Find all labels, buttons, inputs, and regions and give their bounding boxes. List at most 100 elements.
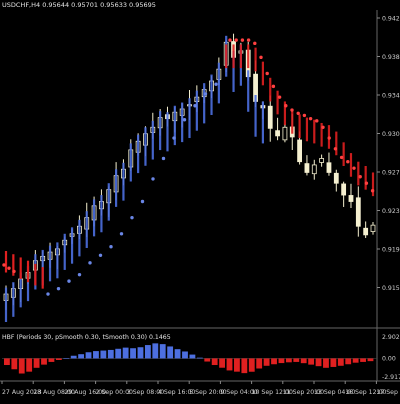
trail-dot-bear [339,155,344,160]
histogram-bar-positive [152,343,159,359]
trail-dot-bear [12,269,16,274]
candle-body [275,130,280,137]
histogram-bar-negative [26,358,33,372]
trail-dot-bear [358,175,362,179]
histogram-bar-negative [41,358,47,365]
histogram-bar-negative [234,358,240,372]
histogram-bar-negative [367,358,374,362]
indicator-info-label: HBF (Periods 30, pSmooth 0.30, tSmooth 0… [2,334,171,341]
trail-dot-bear [321,125,325,129]
histogram-bar-positive [189,354,196,359]
price-axis-label: 0.93450 [382,93,400,100]
histogram-bar-negative [315,358,322,367]
histogram-bar-positive [130,348,136,359]
candle-body [319,158,325,163]
trail-dot-bear [370,189,375,193]
time-axis-label: 16 Sep 12:00 [345,389,386,396]
price-axis-label: 0.92330 [382,208,400,215]
candle-body [363,227,369,236]
trail-dot-bear [228,38,232,42]
candle-body [355,197,361,227]
histogram-bar-negative [241,358,248,374]
trail-dot-bull [140,199,145,204]
price-axis-label: 0.93820 [382,54,400,61]
trail-dot-bear [265,71,269,76]
candle-body [341,183,347,196]
trail-dot-bull [119,232,124,236]
histogram-bar-negative [271,358,277,365]
trail-dot-bear [346,159,350,164]
histogram-bar-positive [115,348,122,359]
histogram-bar-negative [48,358,55,362]
trail-dot-bear [284,104,288,108]
time-axis-label: 28 Aug 08:00 [33,389,75,396]
histogram-bar-negative [300,358,307,364]
indicator-axis-label: -2.9176 [382,374,400,381]
trail-dot-bear [352,166,356,170]
histogram-bar-negative [263,358,270,366]
trail-dot-bear [315,119,319,123]
histogram-bar-negative [285,358,292,363]
trail-dot-bull [151,177,155,181]
histogram-bar-negative [345,358,352,365]
histogram-bar-negative [55,358,62,360]
trail-dot-bull [98,253,103,257]
trail-dot-bull [130,215,134,220]
time-axis-label: 29 Aug 16:00 [64,389,106,396]
candle-body [370,224,376,232]
trail-dot-bull [77,272,82,277]
trail-dot-bear [7,266,11,270]
histogram-bar-negative [204,358,211,362]
candle-body [348,195,354,202]
histogram-bar-positive [107,349,114,359]
histogram-bar-negative [293,358,300,362]
histogram-bar-positive [93,351,99,359]
trail-dot-bull [46,292,50,296]
histogram-bar-positive [144,345,151,359]
price-axis-label: 0.91960 [382,247,400,254]
indicator-axis-label: 2.9023 [382,334,400,341]
histogram-bar-negative [4,358,10,366]
candle-body [297,139,303,163]
histogram-bar-negative [211,358,218,366]
histogram-bar-positive [85,352,92,359]
time-axis-label: 4 Sep 16:00 [158,389,195,396]
time-axis-label: 17 Sep 20:00 [376,389,400,396]
time-axis-label: 11 Sep 20:00 [283,389,324,396]
histogram-bar-positive [159,344,166,359]
symbol-info-label: USDCHF,H4 0.95644 0.95701 0.95633 0.9569… [2,1,156,9]
time-axis-label: 2 Sep 00:00 [96,389,133,396]
trail-dot-bear [234,38,238,42]
histogram-bar-negative [33,358,40,368]
histogram-bar-positive [78,354,85,359]
histogram-bar-positive [137,347,144,359]
trail-dot-bull [193,104,197,108]
histogram-bar-positive [196,357,203,359]
histogram-bar-negative [323,358,329,368]
trail-dot-bull [67,279,71,283]
trail-dot-bear [327,136,331,140]
candle-body [326,162,332,173]
histogram-bar-positive [63,358,70,359]
candle-body [304,163,310,173]
trail-dot-bear [253,41,257,46]
candle-body [311,164,317,175]
time-axis-label: 10 Sep 12:00 [252,389,293,396]
histogram-bar-negative [308,358,315,365]
trail-dot-bear [364,181,369,185]
histogram-bar-negative [256,358,263,369]
price-axis-label: 0.93080 [382,131,400,138]
histogram-bar-positive [70,355,77,359]
time-axis-label: 5 Sep 20:00 [189,389,226,396]
price-axis-label: 0.91580 [382,285,400,292]
histogram-bar-negative [352,358,359,363]
trail-dot-bear [296,111,300,115]
trail-dot-bull [161,156,166,161]
trail-dot-bull [203,92,208,96]
time-axis-label: 27 Aug 2013 [2,389,42,396]
time-axis-label: 3 Sep 08:00 [127,389,164,396]
time-axis-label: 9 Sep 04:00 [220,389,257,396]
histogram-bar-negative [248,358,255,372]
